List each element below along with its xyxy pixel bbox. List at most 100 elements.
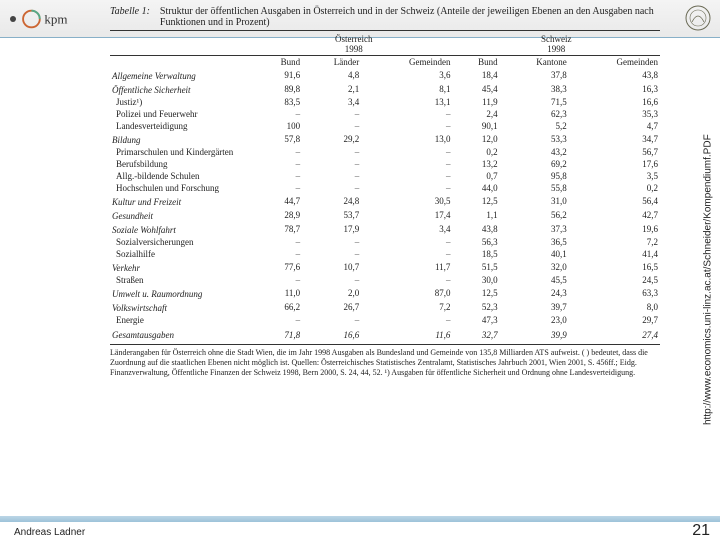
cell: 62,3 bbox=[500, 108, 569, 120]
cell: 35,3 bbox=[569, 108, 660, 120]
cell: – bbox=[361, 274, 452, 286]
kpm-logo-icon: kpm bbox=[22, 6, 78, 32]
row-label: Landesverteidigung bbox=[110, 120, 255, 132]
table-row: Polizei und Feuerwehr–––2,462,335,3 bbox=[110, 108, 660, 120]
cell: – bbox=[302, 248, 361, 260]
row-label: Bildung bbox=[110, 132, 255, 146]
cell: 52,3 bbox=[452, 300, 499, 314]
table-block: Tabelle 1: Struktur der öffentlichen Aus… bbox=[110, 6, 660, 508]
row-label: Primarschulen und Kindergärten bbox=[110, 146, 255, 158]
logo-text: kpm bbox=[44, 12, 67, 27]
cell: 24,5 bbox=[569, 274, 660, 286]
cell: 34,7 bbox=[569, 132, 660, 146]
cell: 11,7 bbox=[361, 260, 452, 274]
logo-left: kpm bbox=[10, 4, 78, 34]
cell: 53,3 bbox=[500, 132, 569, 146]
cell: – bbox=[302, 108, 361, 120]
data-table: Österreich1998 Schweiz1998 Bund Länder G… bbox=[110, 33, 660, 341]
bullet-icon bbox=[10, 16, 16, 22]
cell: 40,1 bbox=[500, 248, 569, 260]
rule-top bbox=[110, 30, 660, 31]
cell: – bbox=[361, 170, 452, 182]
cell: – bbox=[302, 236, 361, 248]
cell: 57,8 bbox=[255, 132, 302, 146]
cell: 19,6 bbox=[569, 222, 660, 236]
cell: 31,0 bbox=[500, 194, 569, 208]
table-row: Öffentliche Sicherheit89,82,18,145,438,3… bbox=[110, 82, 660, 96]
cell: 83,5 bbox=[255, 96, 302, 108]
table-number: Tabelle 1: bbox=[110, 6, 150, 28]
cell: 17,9 bbox=[302, 222, 361, 236]
row-label: Hochschulen und Forschung bbox=[110, 182, 255, 194]
row-label: Allgemeine Verwaltung bbox=[110, 68, 255, 82]
cell: 23,0 bbox=[500, 314, 569, 326]
cell: 13,2 bbox=[452, 158, 499, 170]
table-row: Energie–––47,323,029,7 bbox=[110, 314, 660, 326]
table-caption: Struktur der öffentlichen Ausgaben in Ös… bbox=[160, 6, 660, 28]
cell: 30,5 bbox=[361, 194, 452, 208]
slide: kpm Tabelle 1: Struktur der öffentlichen… bbox=[0, 0, 720, 540]
cell: 24,3 bbox=[500, 286, 569, 300]
cell: 0,7 bbox=[452, 170, 499, 182]
cell: 27,4 bbox=[569, 326, 660, 341]
cell: 12,0 bbox=[452, 132, 499, 146]
cell: – bbox=[302, 274, 361, 286]
cell: 28,9 bbox=[255, 208, 302, 222]
cell: 7,2 bbox=[569, 236, 660, 248]
cell: 56,2 bbox=[500, 208, 569, 222]
cell: – bbox=[361, 158, 452, 170]
cell: 56,7 bbox=[569, 146, 660, 158]
cell: 37,8 bbox=[500, 68, 569, 82]
row-label: Allg.-bildende Schulen bbox=[110, 170, 255, 182]
cell: 43,8 bbox=[569, 68, 660, 82]
footer-page-number: 21 bbox=[692, 522, 710, 540]
cell: 24,8 bbox=[302, 194, 361, 208]
row-label: Umwelt u. Raumordnung bbox=[110, 286, 255, 300]
cell: – bbox=[255, 170, 302, 182]
row-label: Gesundheit bbox=[110, 208, 255, 222]
table-row: Gesamtausgaben71,816,611,632,739,927,4 bbox=[110, 326, 660, 341]
cell: 29,2 bbox=[302, 132, 361, 146]
cell: – bbox=[302, 314, 361, 326]
table-row: Landesverteidigung100––90,15,24,7 bbox=[110, 120, 660, 132]
cell: – bbox=[255, 146, 302, 158]
cell: 87,0 bbox=[361, 286, 452, 300]
table-row: Allg.-bildende Schulen–––0,795,83,5 bbox=[110, 170, 660, 182]
cell: – bbox=[361, 248, 452, 260]
row-label: Straßen bbox=[110, 274, 255, 286]
cell: – bbox=[361, 236, 452, 248]
cell: 1,1 bbox=[452, 208, 499, 222]
cell: 45,5 bbox=[500, 274, 569, 286]
cell: 71,8 bbox=[255, 326, 302, 341]
cell: 16,6 bbox=[569, 96, 660, 108]
cell: – bbox=[361, 314, 452, 326]
cell: 56,4 bbox=[569, 194, 660, 208]
cell: 5,2 bbox=[500, 120, 569, 132]
cell: – bbox=[302, 158, 361, 170]
cell: – bbox=[255, 158, 302, 170]
cell: 3,5 bbox=[569, 170, 660, 182]
cell: – bbox=[361, 108, 452, 120]
cell: 2,1 bbox=[302, 82, 361, 96]
cell: 66,2 bbox=[255, 300, 302, 314]
table-row: Verkehr77,610,711,751,532,016,5 bbox=[110, 260, 660, 274]
row-label: Sozialversicherungen bbox=[110, 236, 255, 248]
cell: 39,7 bbox=[500, 300, 569, 314]
cell: 18,4 bbox=[452, 68, 499, 82]
cell: 17,4 bbox=[361, 208, 452, 222]
cell: 0,2 bbox=[452, 146, 499, 158]
cell: 7,2 bbox=[361, 300, 452, 314]
seal-icon bbox=[684, 4, 712, 37]
cell: 51,5 bbox=[452, 260, 499, 274]
cell: 18,5 bbox=[452, 248, 499, 260]
cell: 10,7 bbox=[302, 260, 361, 274]
table-footnote: Länderangaben für Österreich ohne die St… bbox=[110, 344, 660, 378]
table-row: Allgemeine Verwaltung91,64,83,618,437,84… bbox=[110, 68, 660, 82]
cell: 12,5 bbox=[452, 194, 499, 208]
cell: – bbox=[302, 182, 361, 194]
table-row: Sozialversicherungen–––56,336,57,2 bbox=[110, 236, 660, 248]
row-label: Energie bbox=[110, 314, 255, 326]
cell: 44,0 bbox=[452, 182, 499, 194]
cell: 78,7 bbox=[255, 222, 302, 236]
table-row: Soziale Wohlfahrt78,717,93,443,837,319,6 bbox=[110, 222, 660, 236]
